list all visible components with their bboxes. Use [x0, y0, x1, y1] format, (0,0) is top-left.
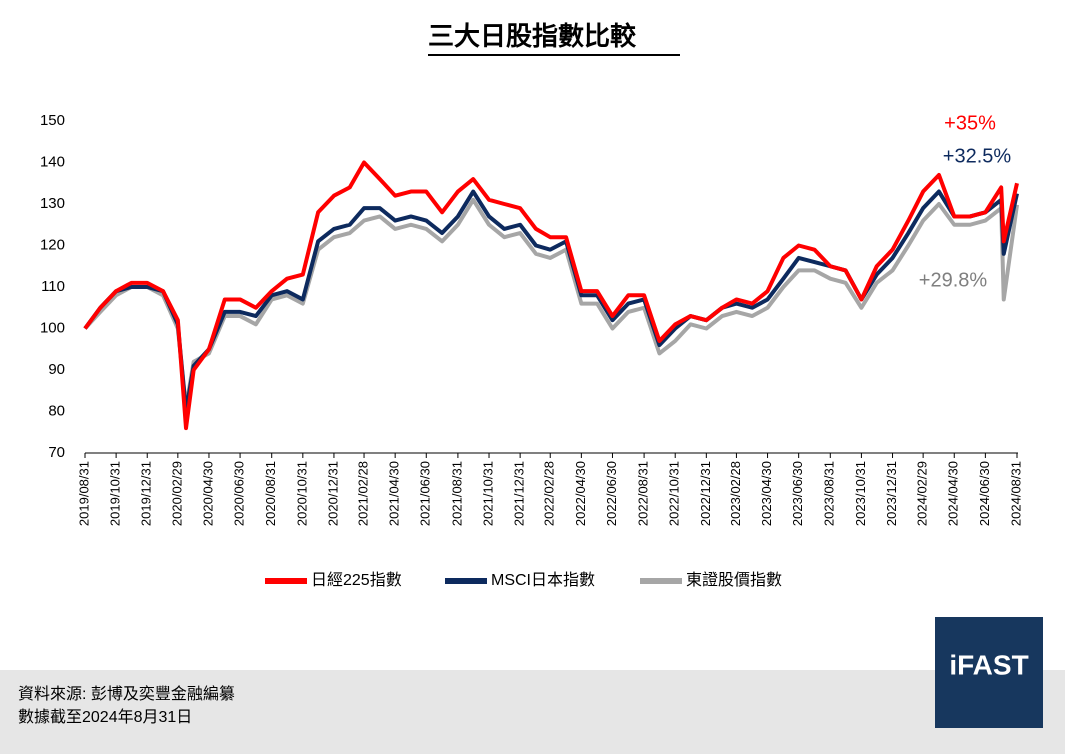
- x-tick-label: 2019/10/31: [108, 461, 123, 526]
- x-tick-label: 2021/04/30: [387, 461, 402, 526]
- x-tick-label: 2021/08/31: [449, 461, 464, 526]
- x-tick-label: 2020/10/31: [294, 461, 309, 526]
- logo-box: [935, 617, 1043, 728]
- footer-band: [0, 670, 1065, 754]
- legend-label: 東證股價指數: [686, 571, 782, 589]
- x-tick-label: 2022/04/30: [573, 461, 588, 526]
- date-note: 數據截至2024年8月31日: [18, 708, 192, 726]
- x-tick-label: 2022/08/31: [636, 461, 651, 526]
- x-tick-label: 2021/12/31: [512, 461, 527, 526]
- x-tick-label: 2020/12/31: [325, 461, 340, 526]
- x-tick-label: 2023/10/31: [853, 461, 868, 526]
- y-tick-label: 120: [40, 236, 65, 253]
- x-tick-label: 2020/02/29: [169, 461, 184, 526]
- y-tick-label: 90: [48, 361, 65, 378]
- annotation: +29.8%: [919, 269, 988, 291]
- x-tick-label: 2021/02/28: [355, 461, 370, 526]
- x-tick-label: 2022/06/30: [604, 461, 619, 526]
- x-tick-label: 2023/08/31: [822, 461, 837, 526]
- x-tick-label: 2020/06/30: [232, 461, 247, 526]
- x-tick-label: 2023/02/28: [728, 461, 743, 526]
- y-tick-label: 100: [40, 319, 65, 336]
- x-tick-label: 2021/10/31: [480, 461, 495, 526]
- legend-label: MSCI日本指數: [491, 571, 595, 589]
- x-tick-label: 2024/08/31: [1008, 461, 1023, 526]
- chart-title: 三大日股指數比較: [428, 21, 637, 51]
- x-tick-label: 2020/04/30: [200, 461, 215, 526]
- x-tick-label: 2024/04/30: [946, 461, 961, 526]
- x-tick-label: 2024/06/30: [977, 461, 992, 526]
- series-line: [83, 160, 1019, 431]
- y-tick-label: 80: [48, 402, 65, 419]
- y-tick-label: 140: [40, 153, 65, 170]
- series-line: [83, 189, 1019, 414]
- y-tick-label: 150: [40, 112, 65, 129]
- x-tick-label: 2022/10/31: [667, 461, 682, 526]
- y-tick-label: 130: [40, 195, 65, 212]
- logo: iFAST: [949, 649, 1028, 680]
- y-tick-label: 70: [48, 444, 65, 461]
- source-note: 資料來源: 彭博及奕豐金融編纂: [18, 684, 235, 703]
- annotation: +35%: [944, 112, 996, 134]
- x-tick-label: 2023/04/30: [759, 461, 774, 526]
- legend-label: 日經225指數: [311, 571, 402, 589]
- x-tick-label: 2019/12/31: [139, 461, 154, 526]
- x-tick-label: 2023/06/30: [790, 461, 805, 526]
- x-tick-label: 2022/02/28: [542, 461, 557, 526]
- x-tick-label: 2021/06/30: [418, 461, 433, 526]
- x-tick-label: 2023/12/31: [884, 461, 899, 526]
- series-line: [83, 197, 1019, 410]
- y-tick-label: 110: [41, 278, 65, 295]
- x-tick-label: 2024/02/29: [915, 461, 930, 526]
- x-tick-label: 2019/08/31: [76, 461, 91, 526]
- x-tick-label: 2020/08/31: [263, 461, 278, 526]
- x-tick-label: 2022/12/31: [698, 461, 713, 526]
- annotation: +32.5%: [943, 145, 1012, 167]
